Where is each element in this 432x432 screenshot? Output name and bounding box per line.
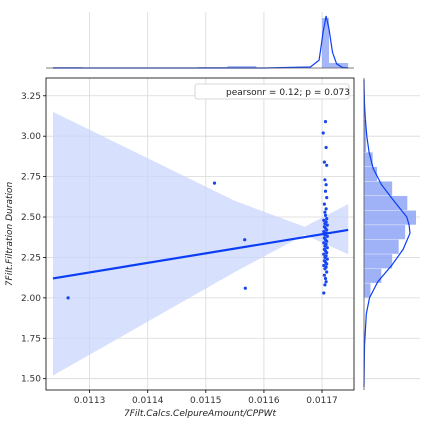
scatter-point-48 [323, 267, 326, 270]
scatter-point-13 [323, 203, 326, 206]
right-hist-bar-2 [364, 254, 392, 268]
scatter-point-10 [325, 183, 328, 186]
scatter-point-0 [67, 296, 70, 299]
scatter-point-17 [325, 217, 328, 220]
x-axis-label: 7Filt.Calcs.CelpureAmount/CPPWt [124, 409, 277, 419]
right-hist-bar-8 [364, 167, 377, 181]
y-tick-label-7: 3.25 [21, 92, 41, 102]
scatter-point-38 [325, 251, 328, 254]
scatter-point-1 [213, 182, 216, 185]
x-tick-label-2: 0.0115 [190, 396, 222, 406]
scatter-point-15 [323, 211, 326, 214]
scatter-point-52 [325, 280, 328, 283]
scatter-point-28 [326, 235, 329, 238]
scatter-point-7 [323, 161, 326, 164]
x-tick-label-3: 0.0116 [248, 396, 280, 406]
y-tick-label-5: 2.75 [21, 173, 41, 183]
x-tick-label-1: 0.0114 [132, 396, 164, 406]
scatter-point-35 [326, 246, 329, 249]
scatter-point-6 [325, 146, 328, 149]
scatter-point-4 [322, 131, 325, 134]
x-tick-label-4: 0.0117 [306, 396, 338, 406]
pearson-annotation: pearsonr = 0.12; p = 0.073 [226, 88, 350, 98]
scatter-point-42 [326, 258, 329, 261]
scatter-point-21 [326, 224, 329, 227]
scatter-point-54 [322, 291, 325, 294]
scatter-point-45 [325, 262, 328, 265]
scatter-point-8 [325, 164, 328, 167]
scatter-point-12 [325, 196, 328, 199]
legend: pearsonr = 0.12; p = 0.073 [195, 84, 350, 99]
scatter-point-16 [324, 214, 327, 217]
scatter-point-49 [325, 270, 328, 273]
y-tick-label-0: 1.50 [21, 375, 41, 385]
right-hist-bar-6 [364, 196, 407, 210]
y-axis-label: 7Filt.Filtration Duration [5, 182, 15, 287]
y-tick-label-2: 2.00 [21, 294, 41, 304]
scatter-point-51 [324, 277, 327, 280]
right-hist-bar-0 [364, 283, 371, 297]
scatter-point-24 [325, 228, 328, 231]
y-tick-label-6: 3.00 [21, 132, 41, 142]
scatter-point-11 [324, 190, 327, 193]
scatter-point-3 [244, 287, 247, 290]
right-hist-bar-4 [364, 225, 405, 239]
scatter-point-5 [324, 120, 327, 123]
y-tick-label-3: 2.25 [21, 253, 41, 263]
scatter-point-31 [325, 240, 328, 243]
scatter-point-53 [323, 283, 326, 286]
x-tick-label-0: 0.0113 [74, 396, 106, 406]
scatter-point-14 [325, 207, 328, 210]
scatter-point-2 [243, 238, 246, 241]
right-hist-bar-3 [364, 240, 399, 254]
y-tick-label-1: 1.75 [21, 334, 41, 344]
scatter-point-50 [323, 274, 326, 277]
scatter-point-9 [323, 178, 326, 181]
y-tick-label-4: 2.50 [21, 213, 41, 223]
